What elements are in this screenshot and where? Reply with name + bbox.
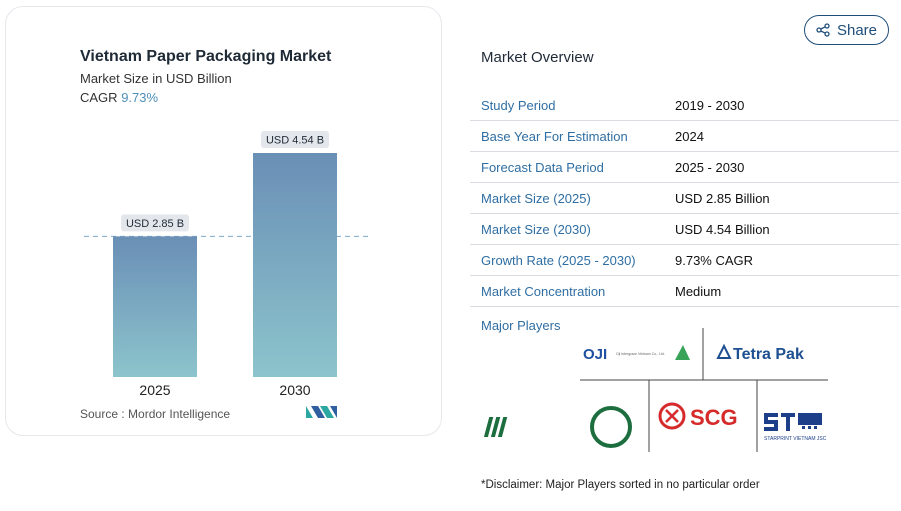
overview-row-study-period: Study Period 2019 - 2030 xyxy=(470,90,899,121)
chart-card xyxy=(5,6,442,436)
overview-key: Market Concentration xyxy=(481,283,606,299)
data-label-box xyxy=(261,131,329,148)
x-tick-label: 2025 xyxy=(139,382,170,398)
tetra-pak-logo: Tetra Pak xyxy=(716,343,804,363)
oji-logo: OJI Oji Intergraze Vietnam Co., Ltd. xyxy=(583,345,690,363)
overview-row-concentration: Market Concentration Medium xyxy=(470,276,899,307)
oji-mark-icon xyxy=(675,345,690,360)
overview-key: Market Size (2030) xyxy=(481,221,591,237)
source-text: Source : Mordor Intelligence xyxy=(80,407,231,421)
bar-2025 xyxy=(113,236,197,377)
bar-2030 xyxy=(253,153,337,377)
overview-row-forecast-period: Forecast Data Period 2025 - 2030 xyxy=(470,152,899,183)
share-button[interactable]: Share xyxy=(804,15,889,45)
overview-key: Study Period xyxy=(481,97,556,113)
share-label: Share xyxy=(836,21,878,39)
market-overview-title: Market Overview xyxy=(481,49,594,66)
chart-cagr: CAGR 9.73% xyxy=(80,90,158,105)
chart-title: Vietnam Paper Packaging Market xyxy=(80,48,332,65)
disclaimer-text: *Disclaimer: Major Players sorted in no … xyxy=(481,479,760,491)
overview-value: 2025 - 2030 xyxy=(675,159,745,175)
mordor-intelligence-logo-icon xyxy=(306,406,337,418)
overview-row-market-size-2025: Market Size (2025) USD 2.85 Billion xyxy=(470,183,899,214)
chart-subtitle: Market Size in USD Billion xyxy=(80,71,232,86)
starprint-logo: STARPRINT VIETNAM JSC xyxy=(764,413,827,442)
starprint-logo-text: STARPRINT VIETNAM JSC xyxy=(764,436,827,442)
data-label: USD 4.54 B xyxy=(266,135,324,147)
scg-mark-icon xyxy=(658,402,686,430)
overview-value: Medium xyxy=(675,283,722,299)
bar-chart: USD 2.85 B 2025 USD 4.54 B 2030 xyxy=(84,131,368,398)
x-tick-label: 2030 xyxy=(279,382,310,398)
data-label-box xyxy=(121,214,189,232)
oji-logo-subtext: Oji Intergraze Vietnam Co., Ltd. xyxy=(616,352,665,356)
cagr-label: CAGR xyxy=(80,90,118,105)
overview-value: 9.73% CAGR xyxy=(675,252,754,268)
scg-logo: SCG xyxy=(658,402,738,430)
circular-emblem-logo xyxy=(483,406,632,448)
data-label: USD 2.85 B xyxy=(126,218,184,230)
tetra-pak-logo-text: Tetra Pak xyxy=(733,346,804,363)
overview-value: USD 2.85 Billion xyxy=(675,190,770,206)
overview-row-market-size-2030: Market Size (2030) USD 4.54 Billion xyxy=(470,214,899,245)
overview-key: Growth Rate (2025 - 2030) xyxy=(481,252,636,268)
tetra-pak-mark-icon xyxy=(716,343,732,359)
market-overview-table: Study Period 2019 - 2030 Base Year For E… xyxy=(470,90,899,307)
cagr-value: 9.73% xyxy=(121,90,159,105)
major-players-title: Major Players xyxy=(481,318,561,333)
scg-logo-text: SCG xyxy=(690,405,738,430)
overview-value: USD 4.54 Billion xyxy=(675,221,770,237)
overview-value: 2019 - 2030 xyxy=(675,97,745,113)
overview-row-base-year: Base Year For Estimation 2024 xyxy=(470,121,899,152)
overview-row-growth-rate: Growth Rate (2025 - 2030) 9.73% CAGR xyxy=(470,245,899,276)
overview-key: Market Size (2025) xyxy=(481,190,591,206)
oji-logo-text: OJI xyxy=(583,346,607,363)
overview-key: Base Year For Estimation xyxy=(481,128,628,144)
overview-key: Forecast Data Period xyxy=(481,159,604,175)
overview-value: 2024 xyxy=(675,128,704,144)
share-icon xyxy=(816,23,830,37)
